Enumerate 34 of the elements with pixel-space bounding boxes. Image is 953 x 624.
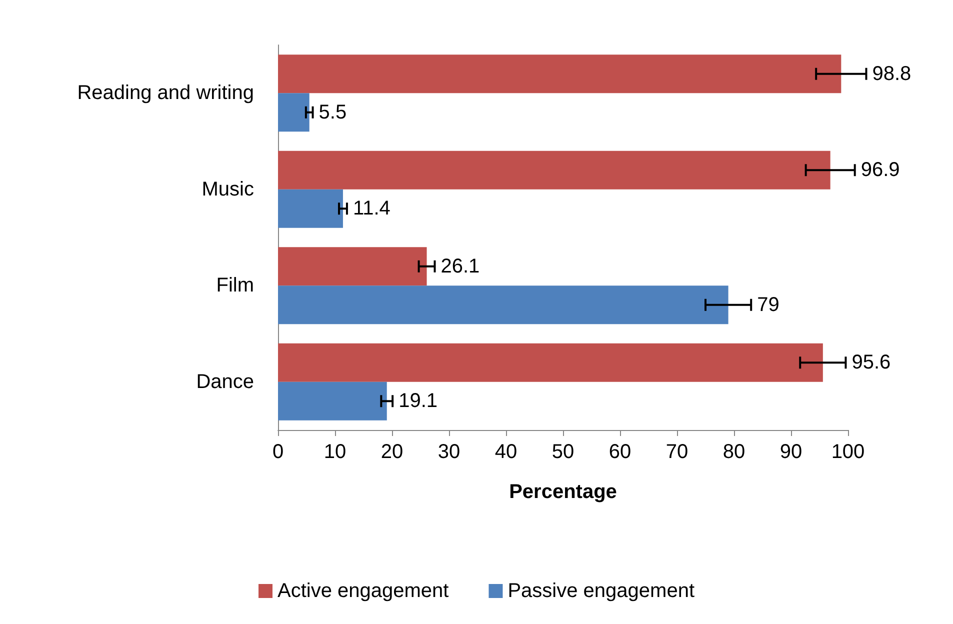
legend-label: Passive engagement [508,580,695,602]
data-label: 96.9 [860,159,900,182]
data-label: 11.4 [352,198,390,220]
data-label: 5.5 [318,101,347,124]
bar [278,343,823,382]
y-tick-label: Reading and writing [77,82,254,104]
data-label: 98.8 [872,62,912,85]
x-tick-label: 10 [324,441,346,463]
bar [278,382,387,420]
x-tick-label: 60 [608,441,632,463]
data-label: 79 [757,294,780,316]
x-tick-label: 30 [438,441,460,463]
x-tick-label: 70 [666,441,688,463]
x-tick-label: 20 [380,441,404,463]
data-label: 95.6 [852,352,891,374]
y-tick-label: Film [216,274,254,297]
data-label: 26.1 [440,255,480,278]
x-tick-label: 40 [494,441,518,463]
x-tick-label: 90 [780,441,802,463]
x-tick-label: 50 [552,441,574,463]
bar [278,286,728,324]
x-tick-label: 0 [272,441,284,463]
bar [278,54,842,94]
data-label: 19.1 [398,390,438,412]
bar [278,93,310,132]
bar [278,189,343,228]
legend-label: Active engagement [277,580,450,602]
x-tick-label: 80 [722,441,746,463]
bar [278,150,830,190]
x-axis-title: Percentage [509,481,617,503]
y-tick-label: Dance [196,370,254,393]
y-tick-label: Music [202,178,254,200]
x-tick-label: 100 [831,441,865,463]
bar [278,247,427,286]
